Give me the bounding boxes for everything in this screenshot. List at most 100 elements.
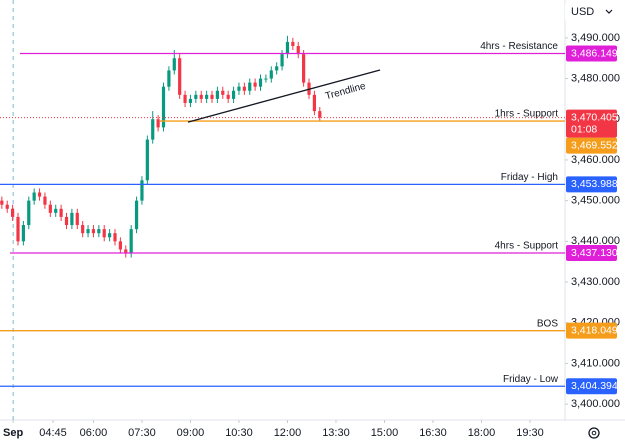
candle-body xyxy=(269,70,273,79)
level-badge-label: 3,486.149 xyxy=(571,47,618,59)
candle-body xyxy=(5,204,9,209)
candle-body xyxy=(70,212,74,226)
candle-body xyxy=(248,82,252,91)
level-badge-label: 3,453.988 xyxy=(571,178,618,190)
level-label: Friday - Low xyxy=(503,374,559,385)
x-tick-label: 18:00 xyxy=(468,427,496,439)
currency-button[interactable] xyxy=(565,2,620,22)
candle-body xyxy=(237,86,241,91)
level-label: 4hrs - Support xyxy=(495,241,559,252)
candle-body xyxy=(194,94,198,99)
candle-body xyxy=(226,94,230,99)
x-tick-label: 04:45 xyxy=(39,427,67,439)
settings-button[interactable] xyxy=(588,427,600,439)
level-badge-label: 3,404.394 xyxy=(571,380,618,392)
candle-body xyxy=(312,94,317,112)
candle-body xyxy=(75,212,79,226)
last-price-badge xyxy=(566,109,617,138)
level-badge-label: 3,437.130 xyxy=(571,247,618,259)
y-tick-label: 3,410.000 xyxy=(571,357,620,369)
candle-body xyxy=(140,180,144,201)
candle-body xyxy=(253,82,257,87)
candle-body xyxy=(91,229,96,234)
candle-body xyxy=(113,233,117,242)
y-tick-label: 3,400.000 xyxy=(571,398,620,410)
x-tick-label: 16:30 xyxy=(419,427,447,439)
candle-body xyxy=(27,200,31,226)
x-tick-label: 06:00 xyxy=(80,427,108,439)
y-tick-label: 3,490.000 xyxy=(571,32,620,44)
candle-body xyxy=(221,90,225,95)
candle-body xyxy=(183,94,187,103)
level-badge xyxy=(566,378,617,395)
y-tick-label: 3,480.000 xyxy=(571,72,620,84)
candle-body xyxy=(205,94,209,99)
candles xyxy=(0,35,322,258)
candle-body xyxy=(16,216,20,242)
level-badge xyxy=(566,137,617,154)
candle-body xyxy=(215,90,219,99)
level-label: BOS xyxy=(537,318,558,329)
x-tick-label: 15:00 xyxy=(371,427,399,439)
candle-body xyxy=(280,54,284,67)
countdown-label: 01:08 xyxy=(571,123,597,135)
level-label: 1hrs - Support xyxy=(495,109,559,120)
candle-body xyxy=(172,58,176,71)
x-tick-label: 12:00 xyxy=(274,427,302,439)
candle-body xyxy=(43,196,47,205)
x-tick-label: 10:30 xyxy=(225,427,253,439)
level-badge xyxy=(566,322,617,339)
level-badge-label: 3,469.552 xyxy=(571,139,618,151)
candle-body xyxy=(167,70,171,87)
candle-body xyxy=(188,98,193,103)
gear-center[interactable] xyxy=(591,430,597,436)
gear-icon[interactable] xyxy=(588,427,600,439)
candle-body xyxy=(32,192,36,201)
candle-body xyxy=(134,200,139,230)
candle-body xyxy=(258,78,263,87)
currency-selector[interactable]: USD xyxy=(565,2,620,22)
candle-body xyxy=(302,54,306,83)
candle-body xyxy=(54,208,58,213)
candle-body xyxy=(86,229,90,234)
x-tick-label: 09:00 xyxy=(177,427,205,439)
level-label: Friday - High xyxy=(501,172,558,183)
currency-label[interactable]: USD xyxy=(571,6,594,18)
y-tick-label: 3,430.000 xyxy=(571,276,620,288)
candle-body xyxy=(11,208,15,217)
candle-body xyxy=(318,111,322,118)
candle-body xyxy=(296,45,300,55)
candle-body xyxy=(291,41,295,46)
candle-body xyxy=(199,94,203,99)
candle-body xyxy=(178,58,182,95)
candle-body xyxy=(264,78,268,80)
candle-body xyxy=(129,229,133,254)
level-label: 4hrs - Resistance xyxy=(480,41,558,52)
candle-body xyxy=(48,204,52,213)
candle-body xyxy=(21,225,25,242)
candle-body xyxy=(108,233,112,238)
candle-body xyxy=(59,208,63,217)
dropdown-caret[interactable] xyxy=(605,9,613,14)
x-tick-label: Sep xyxy=(3,427,23,439)
candle-body xyxy=(231,90,236,99)
candle-body xyxy=(156,119,160,128)
y-tick-label: 3,450.000 xyxy=(571,195,620,207)
level-badge xyxy=(566,176,617,193)
candle-body xyxy=(145,139,149,181)
candle-body xyxy=(64,216,69,226)
level-badge xyxy=(566,45,617,62)
y-tick-label: 3,460.000 xyxy=(571,154,620,166)
candle-body xyxy=(242,86,246,91)
x-tick-label: 13:30 xyxy=(322,427,350,439)
trendline xyxy=(187,69,381,123)
last-price-label: 3,470.405 xyxy=(571,111,618,123)
candle-body xyxy=(124,249,128,254)
candle-body xyxy=(0,200,4,205)
candle-body xyxy=(151,119,155,140)
y-tick-label: 3,440.000 xyxy=(571,235,620,247)
level-badge-label: 3,418.049 xyxy=(571,324,618,336)
candle-body xyxy=(161,86,166,128)
